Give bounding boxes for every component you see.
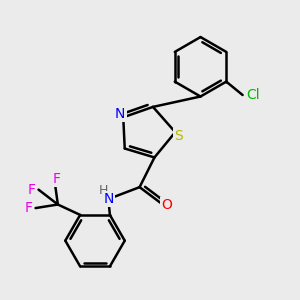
Text: S: S (174, 129, 183, 143)
Text: H: H (98, 184, 108, 197)
Text: F: F (25, 201, 33, 215)
Text: Cl: Cl (246, 88, 260, 102)
Text: O: O (161, 198, 172, 212)
Text: F: F (28, 183, 36, 196)
Text: N: N (115, 107, 125, 121)
Text: N: N (103, 192, 114, 206)
Text: F: F (52, 172, 60, 186)
